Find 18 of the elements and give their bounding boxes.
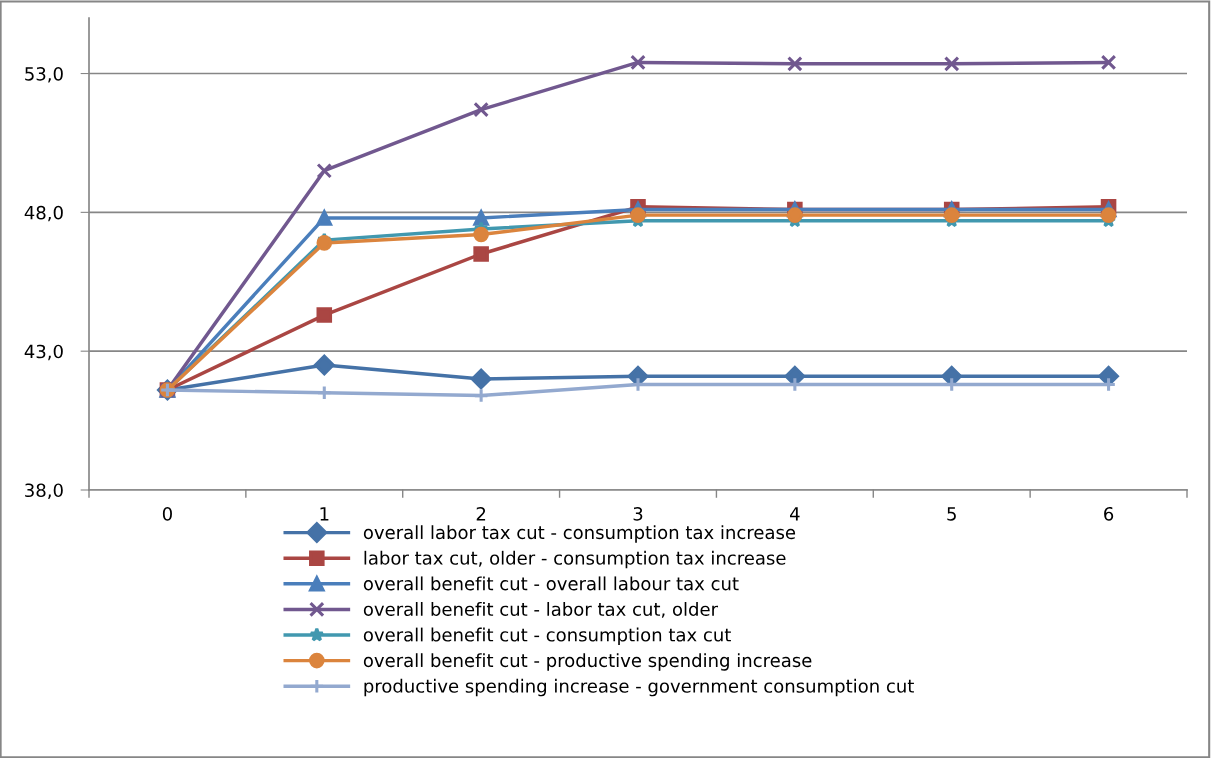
y-tick-label: 38,0 <box>25 483 63 499</box>
legend-label: labor tax cut, older - consumption tax increase <box>364 550 786 569</box>
x-tick-label: 1 <box>320 507 329 521</box>
x-tick-label: 5 <box>947 507 956 521</box>
legend-label: overall labor tax cut - consumption tax increase <box>363 525 796 543</box>
x-tick-label: 2 <box>476 506 486 521</box>
legend-label: overall benefit cut - consumption tax cut <box>363 627 731 646</box>
legend-label: overall benefit cut - productive spending increase <box>363 653 812 671</box>
legend-label: overall benefit cut - labor tax cut, older <box>363 602 719 618</box>
x-tick-label: 3 <box>633 506 643 521</box>
x-tick-label: 6 <box>1104 506 1114 521</box>
y-tick-label: 53,0 <box>25 66 63 83</box>
legend-label: productive spending increase - government consumption cut <box>364 678 914 697</box>
y-tick-label: 43,0 <box>24 344 63 361</box>
x-tick-label: 4 <box>790 507 800 521</box>
x-tick-label: 0 <box>162 506 172 521</box>
y-tick-label: 48,0 <box>24 205 63 222</box>
legend-label: overall benefit cut - overall labour tax cut <box>363 576 739 591</box>
